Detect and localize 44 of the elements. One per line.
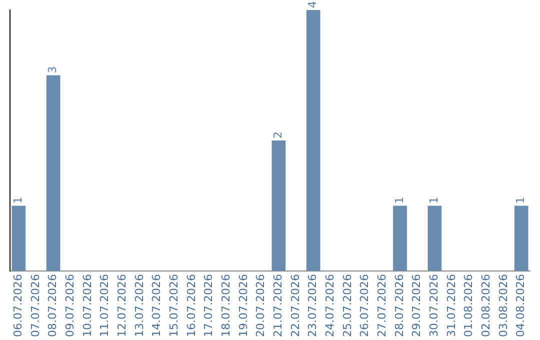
x-tick-label: 23.07.2026 bbox=[306, 274, 320, 338]
x-tick-label: 27.07.2026 bbox=[376, 274, 389, 338]
bar bbox=[393, 206, 407, 272]
x-tick-label: 11.07.2026 bbox=[98, 274, 112, 338]
bar bbox=[306, 10, 320, 272]
data-label: 4 bbox=[306, 1, 320, 8]
x-tick-label: 28.07.2026 bbox=[392, 274, 406, 338]
data-label: 1 bbox=[392, 196, 406, 204]
x-tick-label: 04.08.2026 bbox=[514, 274, 528, 338]
x-tick-label: 07.07.2026 bbox=[28, 274, 42, 338]
data-label: 1 bbox=[514, 196, 528, 204]
x-tick-label: 20.07.2026 bbox=[254, 274, 268, 338]
data-label: 2 bbox=[272, 132, 285, 139]
x-tick-label: 06.07.2026 bbox=[12, 274, 25, 338]
bar bbox=[12, 206, 26, 272]
x-tick-label: 14.07.2026 bbox=[150, 274, 164, 338]
x-tick-label: 26.07.2026 bbox=[358, 274, 372, 338]
x-tick-label: 15.07.2026 bbox=[168, 274, 181, 338]
x-tick-label: 31.07.2026 bbox=[444, 274, 458, 338]
x-tick-label: 22.07.2026 bbox=[288, 274, 302, 338]
data-label: 1 bbox=[12, 196, 25, 204]
x-tick-label: 21.07.2026 bbox=[272, 274, 285, 338]
x-tick-label: 24.07.2026 bbox=[324, 274, 337, 338]
x-tick-label: 02.08.2026 bbox=[480, 274, 493, 338]
data-label: 3 bbox=[46, 66, 60, 74]
x-tick-label: 19.07.2026 bbox=[236, 274, 250, 338]
x-tick-label: 13.07.2026 bbox=[132, 274, 146, 338]
data-label: 1 bbox=[428, 196, 441, 204]
x-tick-label: 29.07.2026 bbox=[410, 274, 424, 338]
bar bbox=[514, 206, 528, 272]
x-tick-label: 01.08.2026 bbox=[462, 274, 476, 338]
bar bbox=[46, 75, 60, 272]
x-tick-label: 17.07.2026 bbox=[202, 274, 216, 338]
x-tick-label: 12.07.2026 bbox=[116, 274, 129, 338]
x-tick-label: 09.07.2026 bbox=[64, 274, 77, 338]
bar bbox=[428, 206, 442, 272]
x-tick-label: 16.07.2026 bbox=[184, 274, 198, 338]
x-tick-label: 25.07.2026 bbox=[340, 274, 354, 338]
x-tick-label: 08.07.2026 bbox=[46, 274, 60, 338]
x-tick-label: 30.07.2026 bbox=[428, 274, 441, 338]
bar bbox=[272, 140, 286, 272]
x-tick-label: 03.08.2026 bbox=[496, 274, 510, 338]
x-tick-label: 18.07.2026 bbox=[220, 274, 233, 338]
x-tick-label: 10.07.2026 bbox=[80, 274, 94, 338]
